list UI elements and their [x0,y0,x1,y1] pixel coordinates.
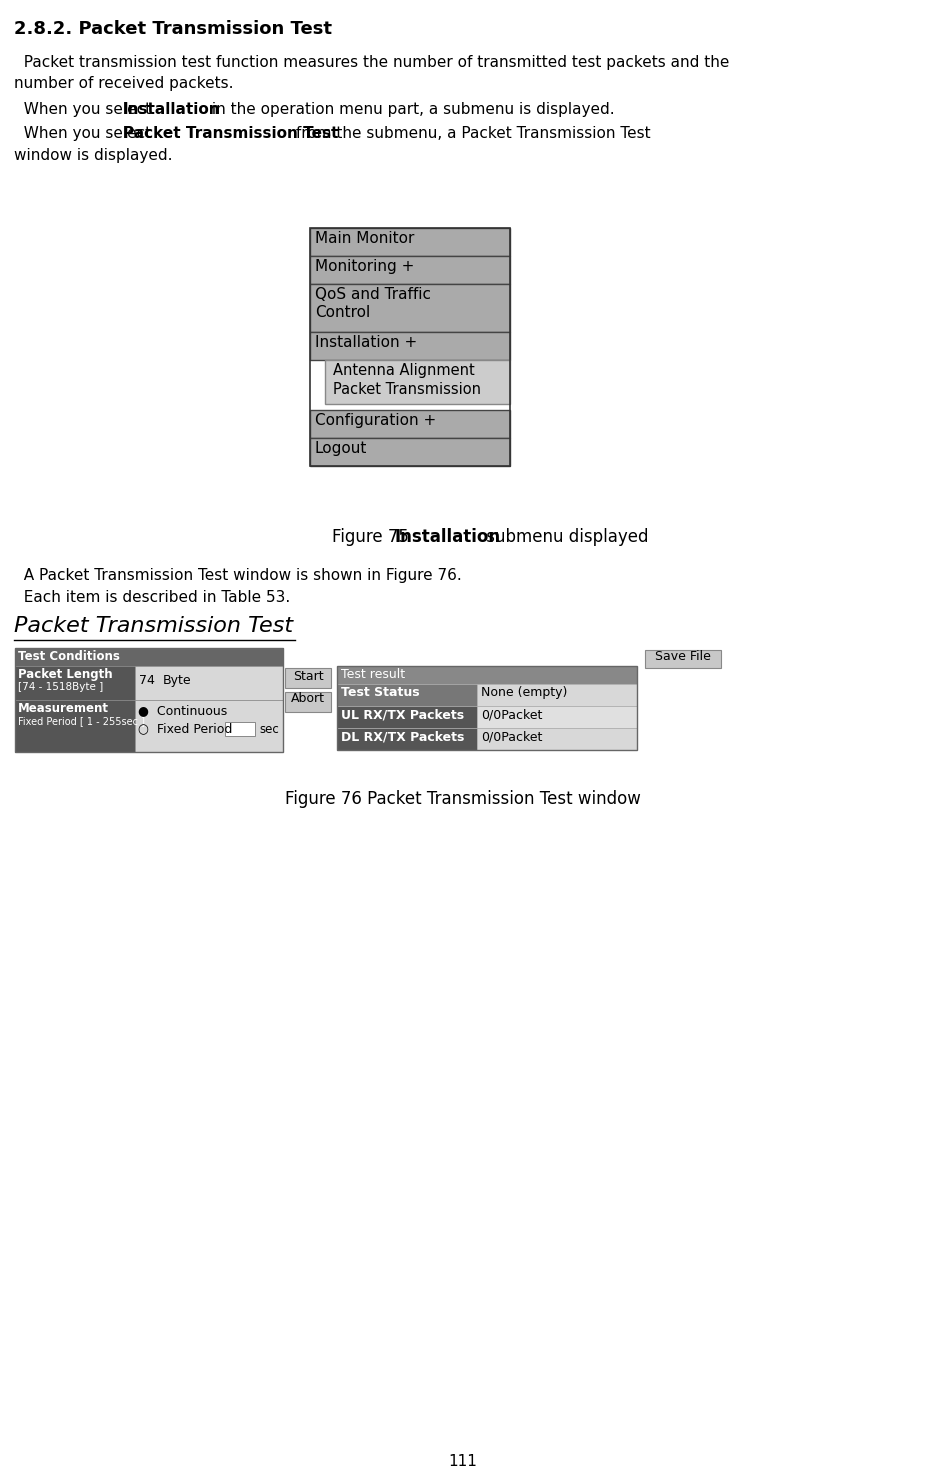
Bar [310,256,510,284]
Text: A Packet Transmission Test window is shown in Figure 76.: A Packet Transmission Test window is sho… [14,567,462,584]
Text: submenu displayed: submenu displayed [481,528,649,545]
Text: Control: Control [315,305,370,320]
Text: Packet Transmission: Packet Transmission [333,382,481,397]
Text: Logout: Logout [315,441,367,455]
Bar [15,700,135,752]
Text: Main Monitor: Main Monitor [315,231,414,246]
Bar [310,438,510,466]
Text: from the submenu, a Packet Transmission Test: from the submenu, a Packet Transmission … [291,125,651,142]
Bar [135,700,283,752]
Text: 74: 74 [139,674,155,687]
Text: Packet Transmission Test: Packet Transmission Test [14,616,293,635]
Text: 111: 111 [449,1453,477,1470]
Text: Save File: Save File [655,650,711,663]
Text: Monitoring +: Monitoring + [315,259,414,274]
Text: When you select: When you select [14,102,156,116]
Text: Figure 76 Packet Transmission Test window: Figure 76 Packet Transmission Test windo… [286,790,641,808]
Bar [477,728,637,750]
Bar [310,228,510,466]
Bar [285,668,331,688]
Text: DL RX/TX Packets: DL RX/TX Packets [341,730,464,743]
Text: ●  Continuous: ● Continuous [138,705,227,716]
Bar [15,649,283,666]
Text: Test Conditions: Test Conditions [18,650,120,663]
Text: number of received packets.: number of received packets. [14,77,234,91]
Text: 0/0Packet: 0/0Packet [481,708,542,721]
Text: Packet transmission test function measures the number of transmitted test packet: Packet transmission test function measur… [14,55,730,69]
Text: Packet Length: Packet Length [18,668,112,681]
Bar [225,722,255,736]
Text: 2.8.2. Packet Transmission Test: 2.8.2. Packet Transmission Test [14,21,332,38]
Text: Measurement: Measurement [18,702,109,715]
Text: [74 - 1518Byte ]: [74 - 1518Byte ] [18,682,103,691]
Text: Packet Transmission Test: Packet Transmission Test [123,125,338,142]
Bar [15,649,283,752]
Text: Start: Start [293,671,324,682]
Bar [337,706,477,728]
Bar [337,666,637,684]
Text: When you select: When you select [14,125,156,142]
Text: QoS and Traffic: QoS and Traffic [315,287,431,302]
Text: sec: sec [259,724,279,736]
Text: Byte: Byte [163,674,192,687]
Text: Antenna Alignment: Antenna Alignment [333,363,475,377]
Bar [285,691,331,712]
Bar [310,410,510,438]
Bar [310,228,510,256]
Text: Fixed Period [ 1 - 255sec ]: Fixed Period [ 1 - 255sec ] [18,716,145,727]
Text: Configuration +: Configuration + [315,413,437,427]
Bar [337,666,637,750]
Text: ○  Fixed Period: ○ Fixed Period [138,722,233,736]
Bar [337,728,477,750]
Bar [325,360,510,404]
Text: window is displayed.: window is displayed. [14,147,172,164]
Bar [477,684,637,706]
Bar [135,666,283,700]
Text: Figure 75: Figure 75 [332,528,413,545]
Text: Installation: Installation [395,528,501,545]
Bar [310,284,510,332]
Text: in the operation menu part, a submenu is displayed.: in the operation menu part, a submenu is… [207,102,615,116]
Bar [310,332,510,360]
Text: UL RX/TX Packets: UL RX/TX Packets [341,708,464,721]
Text: 0/0Packet: 0/0Packet [481,730,542,743]
Text: None (empty): None (empty) [481,685,567,699]
Bar [15,666,135,700]
Bar [645,650,721,668]
Bar [477,706,637,728]
Text: Each item is described in Table 53.: Each item is described in Table 53. [14,590,290,604]
Text: Test Status: Test Status [341,685,420,699]
Bar [337,684,477,706]
Text: Abort: Abort [291,691,325,705]
Text: Installation: Installation [123,102,221,116]
Text: Installation +: Installation + [315,335,417,349]
Text: Test result: Test result [341,668,405,681]
